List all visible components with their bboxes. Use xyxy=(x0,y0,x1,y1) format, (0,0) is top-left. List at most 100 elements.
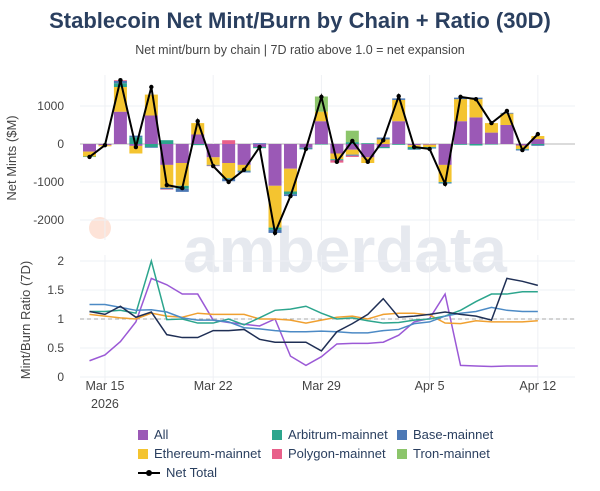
net-total-point xyxy=(303,146,309,152)
bar-segment xyxy=(113,83,127,87)
net-total-point xyxy=(272,230,278,236)
net-total-point xyxy=(504,108,510,114)
ratio-line xyxy=(89,277,538,368)
net-total-point xyxy=(396,93,401,99)
legend-label: Tron-mainnet xyxy=(413,446,490,461)
bar-segment xyxy=(160,140,174,144)
bar-segment xyxy=(83,151,96,157)
legend-item[interactable]: Arbitrum-mainnet xyxy=(272,427,388,442)
bar-segment xyxy=(500,125,514,144)
net-total-point xyxy=(149,84,154,90)
legend-swatch xyxy=(272,429,282,440)
bar-segment xyxy=(160,189,174,190)
net-total-point xyxy=(520,147,525,153)
ratio-line xyxy=(89,258,538,326)
bar-segment xyxy=(469,99,483,118)
net-total-point xyxy=(473,96,479,102)
bar-segment xyxy=(345,144,359,150)
legend-item[interactable]: Net Total xyxy=(138,465,217,480)
bar-segment xyxy=(144,115,158,144)
bar-segment xyxy=(345,130,359,143)
bar-segment xyxy=(392,121,406,144)
x-tick-label: Mar 22 xyxy=(194,379,233,393)
watermark-logo-mark xyxy=(89,217,111,239)
y-tick-label: 0 xyxy=(57,137,64,151)
legend-item[interactable]: All xyxy=(138,427,168,442)
legend-swatch xyxy=(138,469,160,476)
bar-segment xyxy=(129,137,143,144)
bar-segment xyxy=(268,144,282,186)
y-axis-title: Net Mints ($M) xyxy=(4,115,19,200)
bar-segment xyxy=(314,121,328,144)
legend-item[interactable]: Base-mainnet xyxy=(397,427,493,442)
bar-segment xyxy=(484,144,498,145)
bar-segment xyxy=(361,144,375,158)
bar-segment xyxy=(330,153,344,160)
net-total-line xyxy=(88,79,539,237)
bar-segment xyxy=(314,144,328,145)
legend-item[interactable]: Tron-mainnet xyxy=(397,446,490,461)
legend-label: Net Total xyxy=(166,465,218,480)
bar-segment xyxy=(345,155,359,157)
net-total-point xyxy=(164,182,169,188)
net-total-point xyxy=(241,167,247,173)
bar-segment xyxy=(283,144,297,169)
bar-segment xyxy=(314,111,328,122)
legend-swatch xyxy=(138,448,148,459)
bar-segment xyxy=(129,135,143,138)
bar-segment xyxy=(454,121,468,144)
bar-segment xyxy=(531,144,545,146)
bar-segment xyxy=(515,145,529,149)
legend-swatch xyxy=(397,448,407,459)
bar-segment xyxy=(191,123,205,135)
y-tick-label: 0.5 xyxy=(47,341,64,355)
legend-swatch xyxy=(272,448,282,459)
x-tick-label: Mar 29 xyxy=(302,379,341,393)
y-tick-label: 2 xyxy=(57,254,64,268)
net-total-point xyxy=(102,142,108,148)
net-total-point xyxy=(288,193,293,199)
bar-segment xyxy=(515,144,529,146)
bar-segment xyxy=(423,144,437,145)
bar-segment xyxy=(113,111,127,144)
bar-segment xyxy=(484,123,498,133)
net-total-point xyxy=(180,185,185,191)
bar-segment xyxy=(469,117,483,144)
ratio-line xyxy=(89,312,538,325)
net-total-point xyxy=(226,179,231,185)
net-total-point xyxy=(535,131,541,137)
bar-segment xyxy=(376,144,390,148)
y-axis-title: Mint/Burn Ratio (7D) xyxy=(18,261,33,379)
net-total-point xyxy=(411,144,417,150)
bar-segment xyxy=(191,134,205,144)
net-total-point xyxy=(133,144,139,150)
bar-segment xyxy=(160,187,174,190)
net-total-point xyxy=(350,138,355,144)
net-total-point xyxy=(458,94,463,100)
legend-item[interactable]: Ethereum-mainnet xyxy=(138,446,261,461)
bar-segment xyxy=(345,149,359,155)
legend-item[interactable]: Polygon-mainnet xyxy=(272,446,386,461)
y-tick-label: 1 xyxy=(57,312,64,326)
y-tick-label: 0 xyxy=(57,370,64,384)
net-total-point xyxy=(118,77,123,83)
bar-segment xyxy=(407,149,421,150)
legend-swatch xyxy=(397,429,407,440)
net-total-point xyxy=(489,120,494,126)
bar-segment xyxy=(454,144,468,145)
x-tick-label: Mar 15 xyxy=(86,379,125,393)
bar-segment xyxy=(531,145,545,146)
y-tick-label: -1000 xyxy=(33,175,64,189)
net-total-point xyxy=(257,144,262,150)
bar-segment xyxy=(500,113,514,125)
legend-label: Ethereum-mainnet xyxy=(154,446,261,461)
y-tick-label: -2000 xyxy=(33,213,64,227)
bar-segment xyxy=(283,191,297,195)
bar-segment xyxy=(376,147,390,149)
x-tick-label: Apr 5 xyxy=(415,379,445,393)
bar-segment xyxy=(330,144,344,154)
net-total-point xyxy=(334,159,340,165)
bar-segment xyxy=(144,144,158,148)
